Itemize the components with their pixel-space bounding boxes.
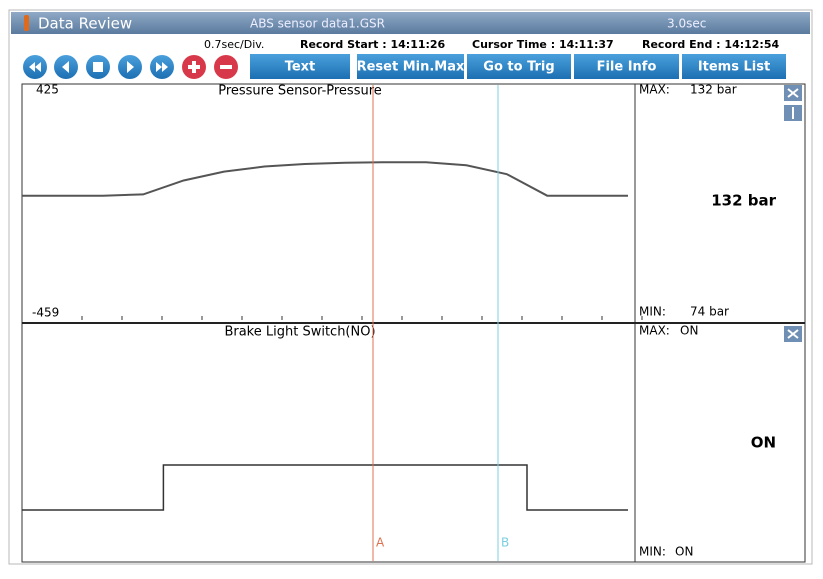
channel-name: Brake Light Switch(NO) [224, 325, 375, 340]
max-label: MAX: [639, 324, 670, 338]
channel-name: Pressure Sensor-Pressure [218, 84, 382, 99]
max-value: 132 bar [690, 83, 737, 97]
record-end: Record End : 14:12:54 [642, 38, 779, 51]
toolbar-button-label: Text [285, 60, 316, 75]
button-icons [29, 61, 232, 73]
title-bar [11, 12, 810, 34]
button-icons [787, 88, 799, 339]
min-label: MIN: [639, 545, 666, 559]
switch-trace [22, 464, 628, 511]
title: Data Review [38, 15, 132, 33]
scale-max: 425 [36, 83, 59, 97]
record-start: Record Start : 14:11:26 [300, 38, 446, 51]
title-icon [24, 15, 29, 31]
max-value: ON [680, 324, 698, 338]
current-value: 132 bar [711, 192, 776, 210]
pressure-trace [22, 161, 628, 197]
toolbar-button-label: Go to Trig [483, 60, 554, 75]
max-label: MAX: [639, 83, 670, 97]
toolbar-button[interactable] [467, 54, 571, 79]
cursor-label: B [501, 536, 509, 550]
toolbar-button[interactable] [357, 54, 464, 79]
scale-min: -459 [32, 306, 59, 320]
toolbar-button-label: Items List [698, 60, 770, 75]
cursor-time: Cursor Time : 14:11:37 [472, 38, 614, 51]
plots: 425 -459 Pressure Sensor-Pressure MAX: 132 b… [22, 83, 777, 561]
toolbar-button-label: File Info [597, 60, 657, 75]
toolbar-button[interactable] [250, 54, 350, 79]
current-value: ON [751, 434, 776, 452]
nav-buttons [23, 55, 238, 79]
toolbar-button[interactable] [574, 54, 679, 79]
min-label: MIN: [639, 305, 666, 319]
toolbar: Text Reset Min.Max Go to Trig File Info Item… [250, 54, 786, 79]
toolbar-button-label: Reset Min.Max [357, 60, 465, 75]
division: 0.7sec/Div. [204, 38, 264, 51]
min-value: ON [675, 545, 693, 559]
file-name: ABS sensor data1.GSR [250, 17, 385, 31]
min-value: 74 bar [690, 305, 729, 319]
cursor-label: A [376, 536, 385, 550]
toolbar-button[interactable] [682, 54, 786, 79]
duration: 3.0sec [667, 17, 706, 31]
